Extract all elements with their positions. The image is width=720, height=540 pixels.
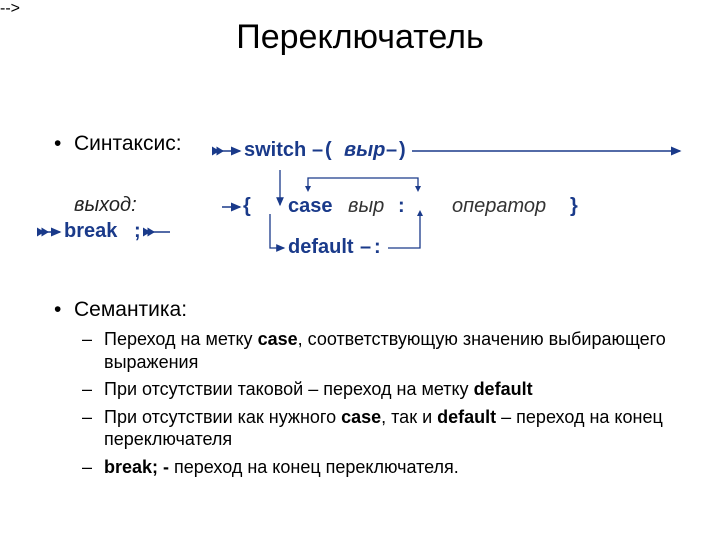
kw-default: default	[288, 236, 354, 259]
syntax-label: Синтаксис:	[54, 132, 664, 156]
kw-case: case	[288, 195, 333, 218]
semantics-list: Переход на метку case, соответствующую з…	[82, 328, 674, 478]
colon-2: :	[374, 236, 381, 259]
sem-2-bold: default	[474, 379, 533, 399]
sem-3-bold: case	[341, 407, 381, 427]
syntax-section: Синтаксис:	[54, 132, 664, 162]
sem-3-bold2: default	[437, 407, 496, 427]
page-title: Переключатель	[0, 18, 720, 57]
kw-break: break	[64, 220, 117, 243]
rbrace: }	[570, 195, 578, 218]
semantics-section: Семантика: Переход на метку case, соотве…	[54, 298, 674, 483]
colon-1: :	[398, 195, 405, 218]
operator-label: оператор	[452, 195, 546, 218]
expr-2: выр	[348, 195, 384, 218]
semicolon: ;	[134, 220, 141, 243]
sem-item-3: При отсутствии как нужного case, так и d…	[82, 406, 674, 451]
exit-label: выход:	[74, 194, 137, 217]
lbrace: {	[243, 195, 251, 218]
sem-1-pre: Переход на метку	[104, 329, 258, 349]
sem-item-2: При отсутствии таковой – переход на метк…	[82, 378, 674, 401]
sem-3-mid: , так и	[381, 407, 437, 427]
sem-4-bold: break; -	[104, 457, 174, 477]
sem-item-1: Переход на метку case, соответствующую з…	[82, 328, 674, 373]
semantics-label: Семантика:	[54, 298, 674, 322]
sem-1-bold: case	[258, 329, 298, 349]
sem-item-4: break; - переход на конец переключателя.	[82, 456, 674, 479]
dash-3: –	[360, 236, 371, 259]
sem-2-pre: При отсутствии таковой – переход на метк…	[104, 379, 474, 399]
sem-4-post: переход на конец переключателя.	[174, 457, 459, 477]
sem-3-pre: При отсутствии как нужного	[104, 407, 341, 427]
